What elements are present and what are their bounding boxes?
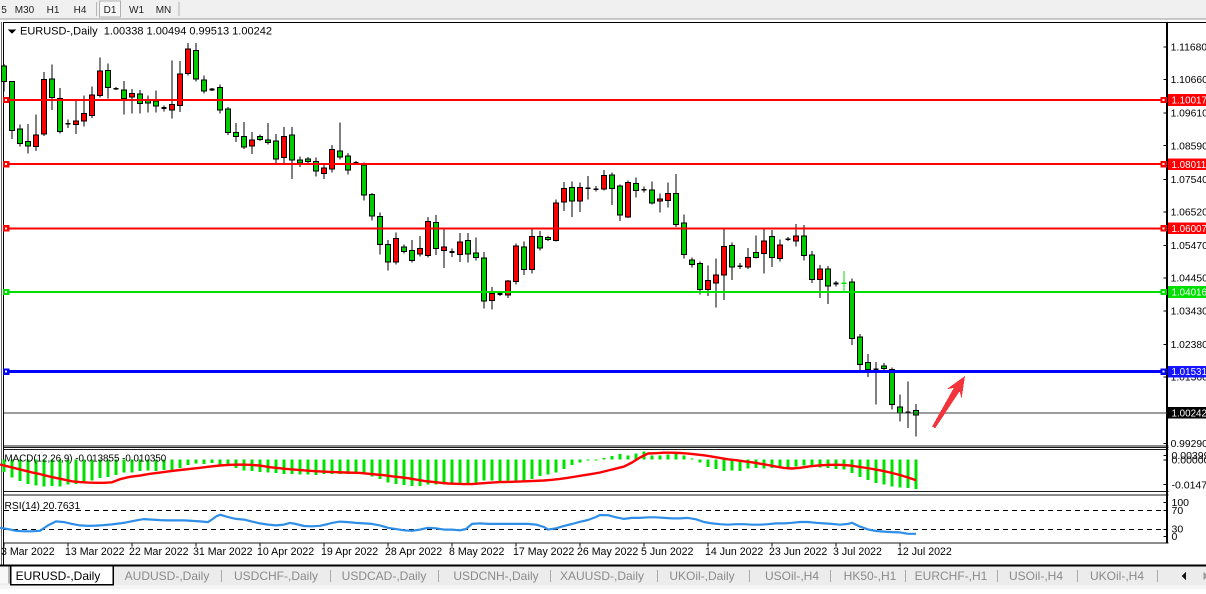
svg-text:1.10660: 1.10660 bbox=[1171, 75, 1206, 86]
svg-text:UKOil-,H4: UKOil-,H4 bbox=[1090, 569, 1144, 583]
svg-text:31 Mar 2022: 31 Mar 2022 bbox=[193, 546, 253, 558]
svg-text:1.04450: 1.04450 bbox=[1171, 274, 1206, 285]
svg-text:AUDUSD-,Daily: AUDUSD-,Daily bbox=[125, 569, 210, 583]
svg-text:13 Mar 2022: 13 Mar 2022 bbox=[65, 546, 125, 558]
svg-text:UKOil-,Daily: UKOil-,Daily bbox=[669, 569, 734, 583]
svg-text:14 Jun 2022: 14 Jun 2022 bbox=[705, 546, 763, 558]
svg-text:1.04016: 1.04016 bbox=[1172, 288, 1206, 299]
svg-text:MN: MN bbox=[156, 5, 172, 16]
svg-text:RSI(14) 20.7631: RSI(14) 20.7631 bbox=[5, 501, 81, 512]
svg-text:3 Mar 2022: 3 Mar 2022 bbox=[1, 546, 55, 558]
svg-text:1.07540: 1.07540 bbox=[1171, 175, 1206, 186]
svg-text:M30: M30 bbox=[15, 5, 35, 16]
svg-text:26 May 2022: 26 May 2022 bbox=[577, 546, 638, 558]
svg-text:MACD(12,26,9) -0.013855 -0.010: MACD(12,26,9) -0.013855 -0.010350 bbox=[5, 453, 167, 464]
svg-text:28 Apr 2022: 28 Apr 2022 bbox=[385, 546, 442, 558]
svg-text:0.00000: 0.00000 bbox=[1172, 454, 1206, 466]
svg-text:USDCHF-,Daily: USDCHF-,Daily bbox=[234, 569, 318, 583]
svg-text:8 May 2022: 8 May 2022 bbox=[449, 546, 504, 558]
svg-text:22 Mar 2022: 22 Mar 2022 bbox=[129, 546, 189, 558]
svg-text:-0.01470: -0.01470 bbox=[1172, 479, 1206, 491]
svg-text:1.11680: 1.11680 bbox=[1171, 42, 1206, 53]
svg-text:USOil-,H4: USOil-,H4 bbox=[765, 569, 819, 583]
svg-text:23 Jun 2022: 23 Jun 2022 bbox=[769, 546, 827, 558]
svg-text:D1: D1 bbox=[104, 5, 117, 16]
svg-text:5 Jun 2022: 5 Jun 2022 bbox=[641, 546, 694, 558]
svg-text:17 May 2022: 17 May 2022 bbox=[513, 546, 574, 558]
svg-text:10 Apr 2022: 10 Apr 2022 bbox=[257, 546, 314, 558]
svg-text:12 Jul 2022: 12 Jul 2022 bbox=[897, 546, 952, 558]
svg-text:H4: H4 bbox=[74, 5, 87, 16]
svg-text:1.06007: 1.06007 bbox=[1172, 224, 1206, 235]
svg-text:1.03430: 1.03430 bbox=[1171, 306, 1206, 317]
svg-text:1.01531: 1.01531 bbox=[1172, 367, 1206, 378]
svg-text:USDCAD-,Daily: USDCAD-,Daily bbox=[342, 569, 427, 583]
svg-text:0.99290: 0.99290 bbox=[1171, 439, 1206, 450]
svg-text:1.06520: 1.06520 bbox=[1171, 208, 1206, 219]
svg-text:1.10017: 1.10017 bbox=[1172, 96, 1206, 107]
svg-text:1.05470: 1.05470 bbox=[1171, 241, 1206, 252]
svg-text:1.09610: 1.09610 bbox=[1171, 109, 1206, 120]
svg-text:0: 0 bbox=[1172, 531, 1178, 543]
svg-text:1.02380: 1.02380 bbox=[1171, 340, 1206, 351]
svg-text:EURCHF-,H1: EURCHF-,H1 bbox=[915, 569, 988, 583]
svg-text:H1: H1 bbox=[47, 5, 60, 16]
svg-text:1.08011: 1.08011 bbox=[1172, 160, 1206, 171]
svg-text:70: 70 bbox=[1172, 505, 1184, 517]
svg-text:3 Jul 2022: 3 Jul 2022 bbox=[833, 546, 882, 558]
svg-text:19 Apr 2022: 19 Apr 2022 bbox=[321, 546, 378, 558]
svg-text:HK50-,H1: HK50-,H1 bbox=[844, 569, 897, 583]
svg-text:1.00242: 1.00242 bbox=[1172, 408, 1206, 419]
svg-text:W1: W1 bbox=[129, 5, 144, 16]
svg-text:EURUSD-,Daily 1.00338 1.00494: EURUSD-,Daily 1.00338 1.00494 0.99513 1.… bbox=[20, 26, 272, 38]
svg-text:USOil-,H4: USOil-,H4 bbox=[1009, 569, 1063, 583]
svg-text:USDCNH-,Daily: USDCNH-,Daily bbox=[453, 569, 538, 583]
svg-text:EURUSD-,Daily: EURUSD-,Daily bbox=[16, 569, 101, 583]
svg-text:XAUUSD-,Daily: XAUUSD-,Daily bbox=[560, 569, 644, 583]
svg-text:5: 5 bbox=[1, 5, 7, 16]
svg-text:1.08590: 1.08590 bbox=[1171, 141, 1206, 152]
